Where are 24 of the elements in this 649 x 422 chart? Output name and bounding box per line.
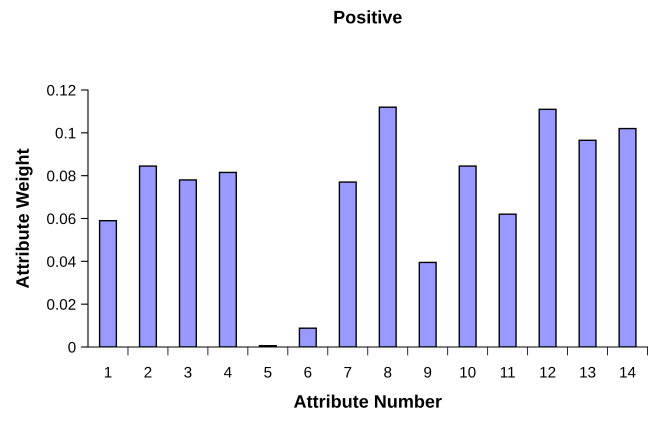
y-tick-label: 0.06 xyxy=(47,213,76,224)
y-tick-label: 0.1 xyxy=(56,128,76,139)
y-tick-label: 0.08 xyxy=(47,170,76,182)
x-tick-label: 2 xyxy=(144,366,152,378)
y-axis-title: Attribute Weight xyxy=(16,148,33,288)
x-tick-label: 3 xyxy=(184,366,192,378)
x-tick-label: 1 xyxy=(104,367,112,378)
y-tick-label: 0.04 xyxy=(47,256,76,268)
x-tick-label: 8 xyxy=(384,366,392,378)
x-tick-label: 10 xyxy=(460,366,476,378)
x-axis-title: Attribute Number xyxy=(294,394,442,408)
x-tick-label: 14 xyxy=(620,367,636,378)
x-tick-label: 11 xyxy=(500,367,515,378)
x-tick-label: 4 xyxy=(224,367,232,378)
chart-title: Positive xyxy=(334,10,402,24)
x-tick-label: 9 xyxy=(424,366,432,378)
y-tick-label: 0.12 xyxy=(47,84,76,96)
y-tick-label: 0.02 xyxy=(47,299,76,310)
x-tick-label: 7 xyxy=(344,367,352,378)
x-tick-label: 13 xyxy=(580,366,596,378)
x-tick-label: 6 xyxy=(304,366,312,378)
x-tick-label: 5 xyxy=(264,367,272,378)
y-tick-label: 0 xyxy=(68,342,76,353)
x-tick-label: 12 xyxy=(540,366,556,378)
